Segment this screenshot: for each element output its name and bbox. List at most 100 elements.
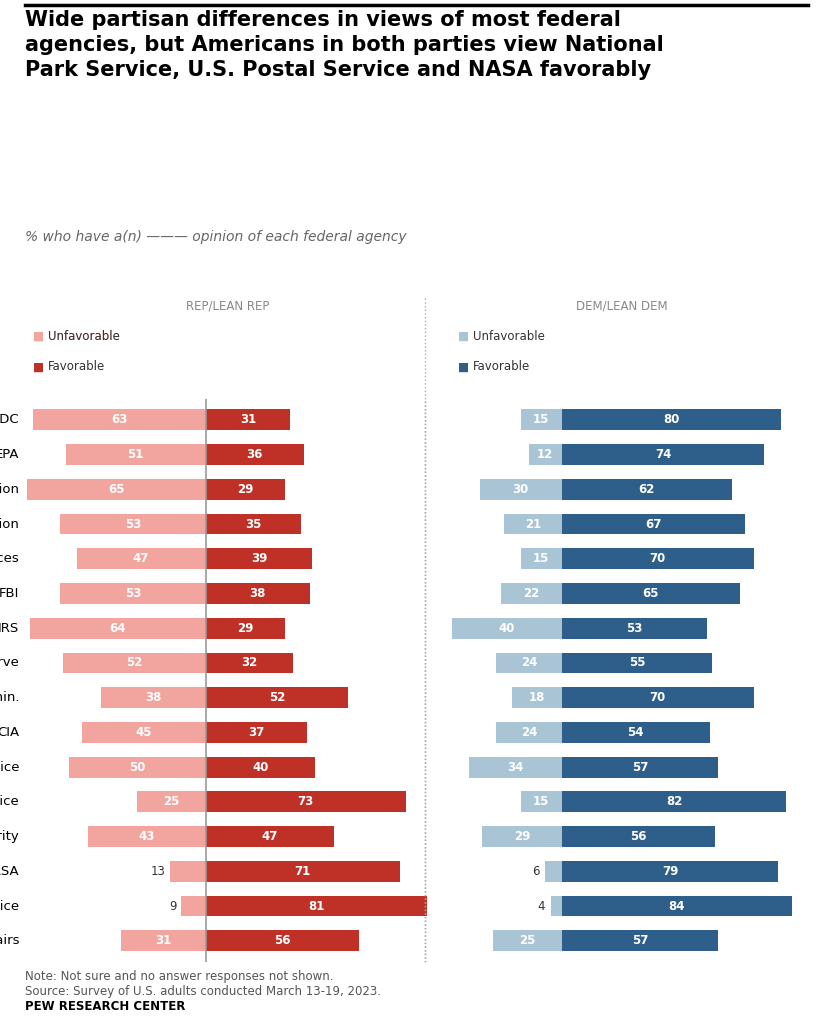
- Bar: [82, 722, 206, 743]
- Bar: [561, 895, 792, 917]
- Bar: [561, 444, 765, 465]
- Text: 79: 79: [661, 864, 678, 878]
- Bar: [561, 861, 778, 882]
- Text: ■ Unfavorable: ■ Unfavorable: [32, 329, 120, 343]
- Bar: [561, 653, 712, 673]
- Text: Social Security Admin.: Social Security Admin.: [0, 692, 19, 704]
- Bar: [206, 583, 310, 604]
- Bar: [87, 827, 206, 847]
- Text: 74: 74: [655, 448, 671, 461]
- Text: 6: 6: [532, 864, 540, 878]
- Bar: [512, 687, 561, 708]
- Bar: [60, 583, 206, 604]
- Bar: [468, 757, 561, 777]
- Bar: [521, 792, 561, 812]
- Text: 34: 34: [507, 761, 523, 773]
- Text: 15: 15: [533, 552, 549, 566]
- Bar: [102, 687, 206, 708]
- Text: 67: 67: [646, 518, 661, 531]
- Text: CDC: CDC: [0, 413, 19, 427]
- Text: 47: 47: [133, 552, 149, 566]
- Text: 31: 31: [240, 413, 256, 427]
- Bar: [181, 895, 206, 917]
- Bar: [551, 895, 561, 917]
- Text: 37: 37: [248, 726, 264, 739]
- Bar: [206, 861, 400, 882]
- Bar: [546, 861, 561, 882]
- Text: ■: ■: [457, 329, 469, 343]
- Text: U.S. Postal Service: U.S. Postal Service: [0, 795, 19, 808]
- Bar: [501, 583, 561, 604]
- Text: EPA: EPA: [0, 448, 19, 461]
- Text: 40: 40: [499, 622, 515, 634]
- Text: 47: 47: [262, 830, 278, 843]
- Text: 84: 84: [669, 899, 685, 913]
- Text: 24: 24: [521, 726, 537, 739]
- Text: 21: 21: [525, 518, 541, 531]
- Text: Dept. of Education: Dept. of Education: [0, 483, 19, 496]
- Bar: [561, 479, 731, 499]
- Bar: [496, 653, 561, 673]
- Bar: [521, 409, 561, 431]
- Text: 15: 15: [533, 413, 549, 427]
- Text: 51: 51: [127, 448, 144, 461]
- Bar: [206, 479, 285, 499]
- Text: Dept. of Justice: Dept. of Justice: [0, 761, 19, 773]
- Bar: [521, 548, 561, 569]
- Bar: [561, 548, 754, 569]
- Text: 35: 35: [245, 518, 262, 531]
- Text: 57: 57: [631, 934, 648, 947]
- Bar: [480, 479, 561, 499]
- Text: 81: 81: [308, 899, 325, 913]
- Text: 55: 55: [629, 657, 646, 669]
- Bar: [137, 792, 206, 812]
- Text: 29: 29: [237, 483, 253, 496]
- Text: Federal Reserve: Federal Reserve: [0, 657, 19, 669]
- Text: 56: 56: [274, 934, 291, 947]
- Text: NASA: NASA: [0, 864, 19, 878]
- Bar: [206, 514, 302, 534]
- Text: 12: 12: [537, 448, 553, 461]
- Bar: [496, 722, 561, 743]
- Text: Note: Not sure and no answer responses not shown.
Source: Survey of U.S. adults : Note: Not sure and no answer responses n…: [25, 970, 381, 997]
- Text: 63: 63: [111, 413, 127, 427]
- Bar: [561, 583, 740, 604]
- Bar: [66, 444, 206, 465]
- Text: 24: 24: [521, 657, 537, 669]
- Text: 32: 32: [242, 657, 257, 669]
- Bar: [452, 618, 561, 638]
- Text: PEW RESEARCH CENTER: PEW RESEARCH CENTER: [25, 999, 186, 1013]
- Text: 70: 70: [650, 552, 666, 566]
- Text: 54: 54: [627, 726, 644, 739]
- Bar: [561, 792, 786, 812]
- Text: 4: 4: [538, 899, 546, 913]
- Bar: [206, 687, 348, 708]
- Bar: [68, 757, 206, 777]
- Bar: [561, 722, 710, 743]
- Text: 43: 43: [138, 830, 155, 843]
- Text: 29: 29: [237, 622, 253, 634]
- Bar: [493, 930, 561, 951]
- Bar: [206, 444, 304, 465]
- Text: 52: 52: [126, 657, 142, 669]
- Text: 30: 30: [512, 483, 529, 496]
- Text: 39: 39: [251, 552, 267, 566]
- Bar: [121, 930, 206, 951]
- Bar: [170, 861, 206, 882]
- Bar: [561, 827, 716, 847]
- Text: FBI: FBI: [0, 587, 19, 599]
- Text: 18: 18: [529, 692, 546, 704]
- Bar: [206, 653, 293, 673]
- Bar: [482, 827, 561, 847]
- Text: 53: 53: [125, 518, 141, 531]
- Bar: [206, 722, 307, 743]
- Text: 52: 52: [268, 692, 285, 704]
- Text: 73: 73: [297, 795, 314, 808]
- Text: IRS: IRS: [0, 622, 19, 634]
- Text: 50: 50: [129, 761, 145, 773]
- Bar: [561, 687, 754, 708]
- Text: Wide partisan differences in views of most federal
agencies, but Americans in bo: Wide partisan differences in views of mo…: [25, 10, 664, 80]
- Text: % who have a(n) ——— opinion of each federal agency: % who have a(n) ——— opinion of each fede…: [25, 230, 407, 244]
- Bar: [561, 930, 718, 951]
- Text: 70: 70: [650, 692, 666, 704]
